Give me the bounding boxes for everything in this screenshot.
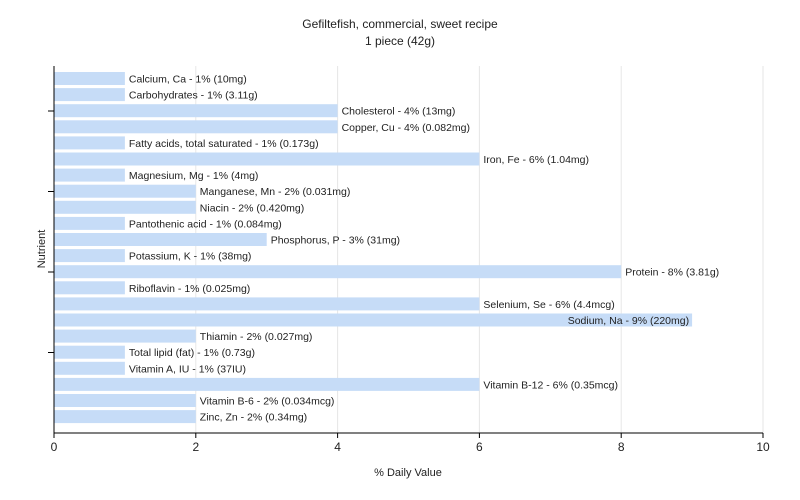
bar-16	[54, 329, 196, 343]
bar-13	[54, 281, 125, 295]
axes: 0 2 4 6 8 10	[48, 66, 770, 454]
bar-label-21: Zinc, Zn - 2% (0.34mg)	[200, 412, 307, 424]
bar-4	[54, 136, 125, 150]
bar-label-15: Sodium, Na - 9% (220mg)	[568, 315, 689, 327]
bar-6	[54, 168, 125, 182]
bar-0	[54, 72, 125, 85]
bar-19	[54, 377, 480, 391]
bar-5	[54, 152, 480, 166]
bar-15	[54, 313, 693, 327]
bar-label-19: Vitamin B-12 - 6% (0.35mcg)	[483, 379, 618, 391]
bar-17	[54, 345, 125, 359]
x-tick-label-2: 2	[192, 440, 199, 454]
bar-9	[54, 216, 125, 230]
x-tick-label-0: 0	[51, 440, 58, 454]
bar-7	[54, 184, 196, 198]
bar-label-8: Niacin - 2% (0.420mg)	[200, 202, 304, 214]
bar-20	[54, 394, 196, 407]
bars: Calcium, Ca - 1% (10mg) Carbohydrates - 1…	[54, 72, 719, 424]
bar-label-20: Vitamin B-6 - 2% (0.034mcg)	[200, 396, 335, 408]
bar-14	[54, 297, 480, 311]
bar-2	[54, 104, 338, 118]
bar-label-13: Riboflavin - 1% (0.025mg)	[129, 283, 250, 295]
bar-label-9: Pantothenic acid - 1% (0.084mg)	[129, 218, 282, 230]
bar-21	[54, 410, 196, 424]
bar-label-2: Cholesterol - 4% (13mg)	[342, 106, 456, 118]
bar-label-6: Magnesium, Mg - 1% (4mg)	[129, 170, 259, 182]
bar-label-12: Protein - 8% (3.81g)	[625, 267, 719, 279]
bar-label-17: Total lipid (fat) - 1% (0.73g)	[129, 347, 255, 359]
y-axis-label: Nutrient	[36, 230, 48, 269]
bar-3	[54, 120, 338, 134]
bar-label-16: Thiamin - 2% (0.027mg)	[200, 331, 313, 343]
bar-18	[54, 361, 125, 375]
bar-10	[54, 233, 267, 246]
x-axis-label: % Daily Value	[374, 467, 442, 479]
bar-label-0: Calcium, Ca - 1% (10mg)	[129, 74, 247, 86]
chart-subtitle: 1 piece (42g)	[365, 34, 435, 48]
bar-label-11: Potassium, K - 1% (38mg)	[129, 251, 252, 263]
x-tick-label-6: 6	[476, 440, 483, 454]
bar-label-10: Phosphorus, P - 3% (31mg)	[271, 235, 400, 247]
x-tick-label-4: 4	[334, 440, 341, 454]
bar-12	[54, 265, 622, 279]
bar-label-3: Copper, Cu - 4% (0.082mg)	[342, 122, 470, 134]
chart-title: Gefiltefish, commercial, sweet recipe	[302, 17, 498, 31]
x-tick-label-10: 10	[756, 440, 770, 454]
bar-1	[54, 88, 125, 102]
bar-8	[54, 200, 196, 214]
bar-label-7: Manganese, Mn - 2% (0.031mg)	[200, 186, 351, 198]
bar-label-18: Vitamin A, IU - 1% (37IU)	[129, 363, 246, 375]
bar-label-4: Fatty acids, total saturated - 1% (0.173…	[129, 138, 319, 150]
bar-11	[54, 249, 125, 263]
bar-label-1: Carbohydrates - 1% (3.11g)	[129, 90, 258, 102]
x-tick-label-8: 8	[618, 440, 625, 454]
bar-label-5: Iron, Fe - 6% (1.04mg)	[483, 154, 589, 166]
bar-label-14: Selenium, Se - 6% (4.4mcg)	[483, 299, 614, 311]
